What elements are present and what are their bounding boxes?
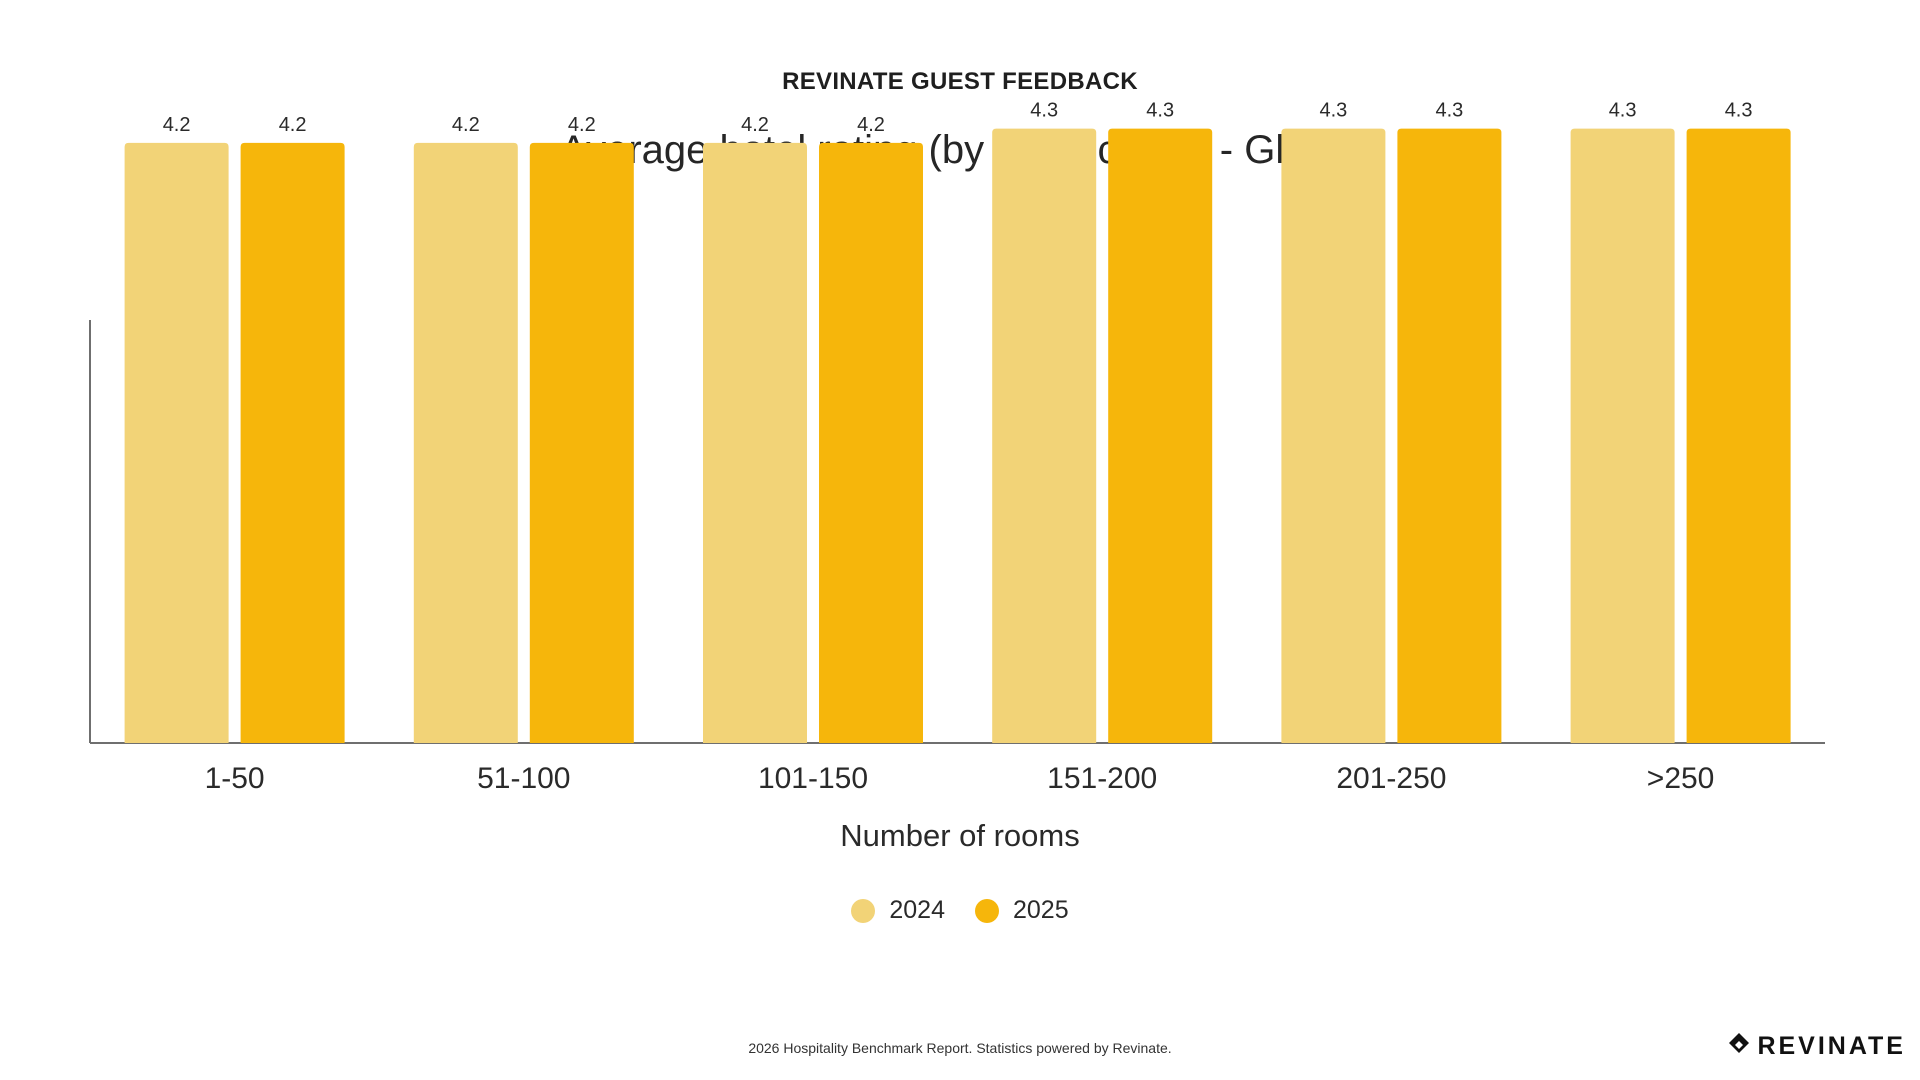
bar-2024-51-100 [413,142,518,743]
legend-swatch-2024 [851,898,876,923]
bar-2025-201-250 [1397,128,1502,743]
bar-2025-1-50 [240,142,345,743]
data-label-2024-101-150: 4.2 [741,114,769,136]
data-label-2024-151-200: 4.3 [1030,100,1058,122]
bar-2024-151-200 [992,128,1097,743]
x-tick-label-1-50: 1-50 [205,762,265,795]
legend-item-2025: 2025 [975,896,1069,925]
legend-label-2025: 2025 [1013,896,1069,924]
x-tick-label->250: >250 [1647,762,1715,795]
x-tick-label-101-150: 101-150 [758,762,868,795]
x-tick-label-201-250: 201-250 [1336,762,1446,795]
data-label-2024-1-50: 4.2 [163,114,191,136]
revinate-logo: REVINATE [1727,1031,1906,1062]
data-label-2024->250: 4.3 [1609,100,1637,122]
data-label-2025->250: 4.3 [1725,100,1753,122]
chart-title: Average hotel rating (by room count) - G… [560,128,1360,172]
bar-2024-201-250 [1281,128,1386,743]
legend-item-2024: 2024 [851,896,945,925]
data-label-2025-51-100: 4.2 [568,114,596,136]
legend: 2024 2025 [0,896,1920,925]
legend-swatch-2025 [975,898,999,923]
chart-eyebrow: REVINATE GUEST FEEDBACK [782,68,1138,95]
data-label-2025-151-200: 4.3 [1146,100,1174,122]
bar-2025-101-150 [819,142,923,743]
x-axis-title: Number of rooms [840,818,1080,853]
data-label-2024-201-250: 4.3 [1319,100,1347,122]
x-tick-label-51-100: 51-100 [477,762,570,795]
bar-2024-101-150 [703,142,807,743]
data-label-2025-1-50: 4.2 [279,114,307,136]
data-label-2025-201-250: 4.3 [1435,100,1463,122]
data-label-2025-101-150: 4.2 [857,114,885,136]
bar-2025-51-100 [529,142,634,743]
bar-2024->250 [1570,128,1675,743]
revinate-logo-icon [1727,1031,1751,1062]
footnote: 2026 Hospitality Benchmark Report. Stati… [748,1040,1172,1056]
bar-2024-1-50 [124,142,229,743]
bar-chart: 4.2 4.2 1-50 4.2 4.2 51-100 4.2 4.2 101-150 4.3 4.… [89,100,1825,795]
revinate-logo-text: REVINATE [1757,1032,1906,1060]
data-label-2024-51-100: 4.2 [452,114,480,136]
legend-label-2024: 2024 [889,896,945,924]
bar-2025->250 [1686,128,1791,743]
x-tick-label-151-200: 151-200 [1047,762,1157,795]
bar-2025-151-200 [1108,128,1213,743]
